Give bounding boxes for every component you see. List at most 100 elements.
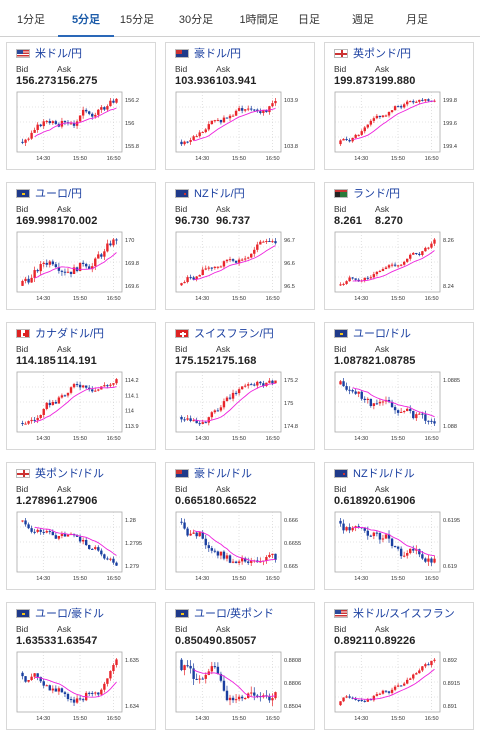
pair-name[interactable]: 英ポンド/ドル bbox=[35, 468, 105, 480]
pair-name[interactable]: 豪ドル/ドル bbox=[194, 468, 253, 480]
candle-body bbox=[94, 390, 97, 392]
candle-body bbox=[21, 423, 24, 425]
rate-card[interactable]: 豪ドル/円 Bid Ask 103.936 103.941 103.9 103.8… bbox=[165, 42, 315, 170]
us-flag-icon bbox=[16, 48, 30, 58]
x-tick-label: 14:30 bbox=[354, 296, 368, 302]
pair-name[interactable]: 英ポンド/円 bbox=[353, 48, 412, 60]
candle-body bbox=[424, 247, 427, 252]
tab-1[interactable]: 5分足 bbox=[58, 0, 114, 37]
candle-body bbox=[100, 550, 103, 555]
x-tick-label: 16:50 bbox=[425, 156, 439, 162]
candle-body bbox=[274, 380, 277, 384]
tab-7[interactable]: 月足 bbox=[406, 14, 428, 26]
moving-average-line bbox=[352, 250, 435, 282]
pair-name[interactable]: NZドル/ドル bbox=[353, 468, 415, 480]
rate-card[interactable]: ランド/円 Bid Ask 8.261 8.270 8.26 8.24 14:30 1… bbox=[324, 182, 474, 310]
rate-card[interactable]: 米ドル/スイスフラン Bid Ask 0.89211 0.89226 0.892… bbox=[324, 602, 474, 730]
candle-body bbox=[189, 665, 192, 669]
candle-body bbox=[48, 531, 51, 533]
candle-body bbox=[250, 108, 253, 110]
rate-card[interactable]: ユーロ/円 Bid Ask 169.998 170.002 170 169.8 16… bbox=[6, 182, 156, 310]
pair-name[interactable]: ユーロ/豪ドル bbox=[35, 608, 105, 620]
candle-body bbox=[97, 389, 100, 391]
pair-name[interactable]: カナダドル/円 bbox=[35, 328, 105, 340]
rate-card[interactable]: 英ポンド/円 Bid Ask 199.873 199.880 199.8 199.… bbox=[324, 42, 474, 170]
candle-body bbox=[39, 676, 42, 682]
candle-body bbox=[247, 108, 250, 110]
rate-card[interactable]: 豪ドル/ドル Bid Ask 0.66518 0.66522 0.666 0.66… bbox=[165, 462, 315, 590]
candle-body bbox=[250, 253, 253, 258]
rate-card[interactable]: NZドル/ドル Bid Ask 0.61892 0.61906 0.6195 0.… bbox=[324, 462, 474, 590]
candle-body bbox=[342, 283, 345, 285]
candle-body bbox=[39, 529, 42, 532]
candle-body bbox=[415, 252, 418, 254]
tab-0[interactable]: 1分足 bbox=[16, 14, 46, 26]
moving-average-line bbox=[34, 386, 117, 423]
pair-name[interactable]: スイスフラン/円 bbox=[194, 328, 274, 340]
candle-body bbox=[390, 689, 394, 693]
tab-2[interactable]: 15分足 bbox=[119, 14, 155, 26]
candle-body bbox=[369, 277, 373, 279]
pair-name[interactable]: ユーロ/ドル bbox=[353, 328, 412, 340]
bid-label: Bid bbox=[175, 204, 188, 214]
rate-card[interactable]: 英ポンド/ドル Bid Ask 1.27896 1.27906 1.28 1.27… bbox=[6, 462, 156, 590]
candle-body bbox=[27, 278, 30, 283]
y-tick-label: 0.8915 bbox=[443, 681, 460, 687]
ask-label: Ask bbox=[57, 344, 72, 354]
y-tick-label: 174.8 bbox=[284, 424, 298, 430]
candle-body bbox=[363, 700, 366, 702]
candle-body bbox=[406, 258, 409, 262]
candle-body bbox=[234, 110, 238, 116]
ch-flag-icon bbox=[175, 328, 189, 338]
candle-body bbox=[348, 527, 351, 531]
tab-6[interactable]: 週足 bbox=[352, 14, 374, 26]
candle-body bbox=[393, 546, 397, 548]
rate-card[interactable]: 米ドル/円 Bid Ask 156.273 156.275 156.2 156 15… bbox=[6, 42, 156, 170]
ask-label: Ask bbox=[375, 64, 390, 74]
candle-body bbox=[24, 676, 27, 682]
candle-body bbox=[243, 558, 247, 562]
candle-body bbox=[24, 423, 27, 425]
x-tick-label: 14:30 bbox=[195, 156, 209, 162]
pair-name[interactable]: 米ドル/円 bbox=[35, 48, 83, 60]
pair-name[interactable]: ユーロ/英ポンド bbox=[194, 608, 275, 620]
bid-value: 156.273 bbox=[16, 75, 57, 87]
candle-body bbox=[42, 681, 45, 686]
rate-card[interactable]: ユーロ/豪ドル Bid Ask 1.63533 1.63547 1.635 1.6… bbox=[6, 602, 156, 730]
candle-body bbox=[48, 685, 51, 691]
rate-card[interactable]: ユーロ/英ポンド Bid Ask 0.85049 0.85057 0.8808 0… bbox=[165, 602, 315, 730]
rate-card[interactable]: ユーロ/ドル Bid Ask 1.08782 1.08785 1.0885 1.0… bbox=[324, 322, 474, 450]
pair-name[interactable]: ランド/円 bbox=[353, 188, 401, 200]
pair-name[interactable]: ユーロ/円 bbox=[35, 188, 83, 200]
rate-card[interactable]: スイスフラン/円 Bid Ask 175.152 175.168 175.2 17… bbox=[165, 322, 315, 450]
tab-4[interactable]: 1時間足 bbox=[239, 14, 279, 26]
tab-5[interactable]: 日足 bbox=[298, 14, 320, 26]
y-tick-label: 169.6 bbox=[125, 284, 139, 290]
rate-card[interactable]: カナダドル/円 Bid Ask 114.185 114.191 114.2 114… bbox=[6, 322, 156, 450]
pair-name[interactable]: NZドル/円 bbox=[194, 188, 245, 200]
candle-body bbox=[210, 120, 214, 125]
x-tick-label: 16:50 bbox=[266, 436, 280, 442]
candle-body bbox=[201, 678, 204, 680]
tab-3[interactable]: 30分足 bbox=[178, 14, 214, 26]
candle-body bbox=[381, 538, 385, 540]
eu-flag-icon bbox=[16, 608, 30, 618]
candle-body bbox=[240, 386, 244, 390]
bid-value: 0.61892 bbox=[334, 495, 375, 507]
x-tick-label: 14:30 bbox=[195, 576, 209, 582]
candle-body bbox=[354, 526, 357, 528]
candle-body bbox=[219, 119, 223, 123]
candle-body bbox=[97, 692, 100, 695]
candle-body bbox=[418, 253, 421, 255]
candle-body bbox=[192, 668, 195, 679]
y-tick-label: 156.2 bbox=[125, 98, 139, 104]
ask-label: Ask bbox=[216, 484, 231, 494]
rate-card[interactable]: NZドル/円 Bid Ask 96.730 96.737 96.7 96.6 96.… bbox=[165, 182, 315, 310]
candle-body bbox=[30, 676, 33, 681]
pair-name[interactable]: 豪ドル/円 bbox=[194, 48, 242, 60]
candle-body bbox=[54, 688, 58, 692]
pair-name[interactable]: 米ドル/スイスフラン bbox=[353, 608, 455, 620]
candle-body bbox=[399, 548, 403, 557]
candle-body bbox=[198, 275, 201, 277]
candle-body bbox=[63, 692, 67, 694]
